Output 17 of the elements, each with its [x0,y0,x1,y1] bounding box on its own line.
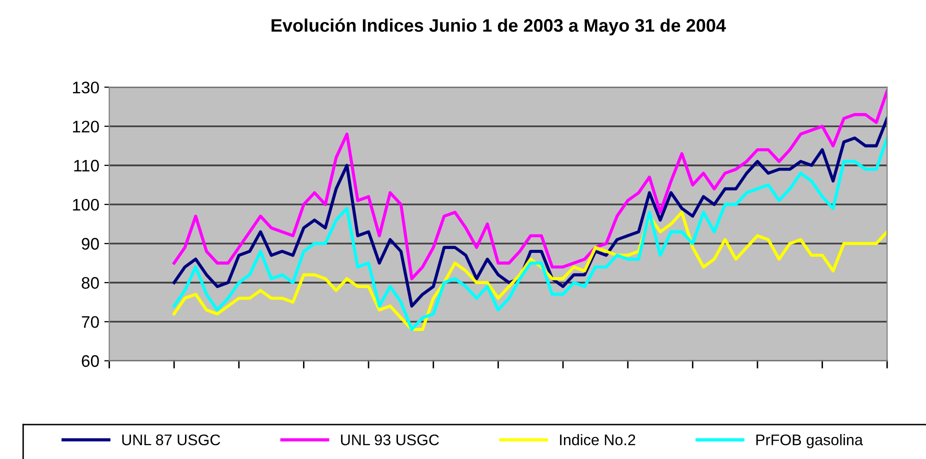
y-tick-label: 90 [82,238,99,250]
line-series [172,116,888,308]
y-tick-label: 60 [82,355,99,367]
y-tick-label: 120 [73,120,99,132]
y-tick-label: 70 [82,316,99,328]
chart-title: Evolución Indices Junio 1 de 2003 a Mayo 31 de 2004 [272,18,726,36]
line-series [172,210,888,332]
y-tick-label: 100 [73,198,99,211]
line-series [172,136,888,332]
y-tick-label: 80 [82,277,99,289]
y-tick-label: 130 [73,82,99,94]
legend-label: UNL 93 USGC [341,434,439,446]
line-series [172,90,888,280]
legend-label: UNL 87 USGC [122,434,220,446]
y-tick-label: 110 [74,160,99,172]
legend-label: Indice No.2 [560,434,636,446]
legend-label: PrFOB gasolina [756,434,863,448]
